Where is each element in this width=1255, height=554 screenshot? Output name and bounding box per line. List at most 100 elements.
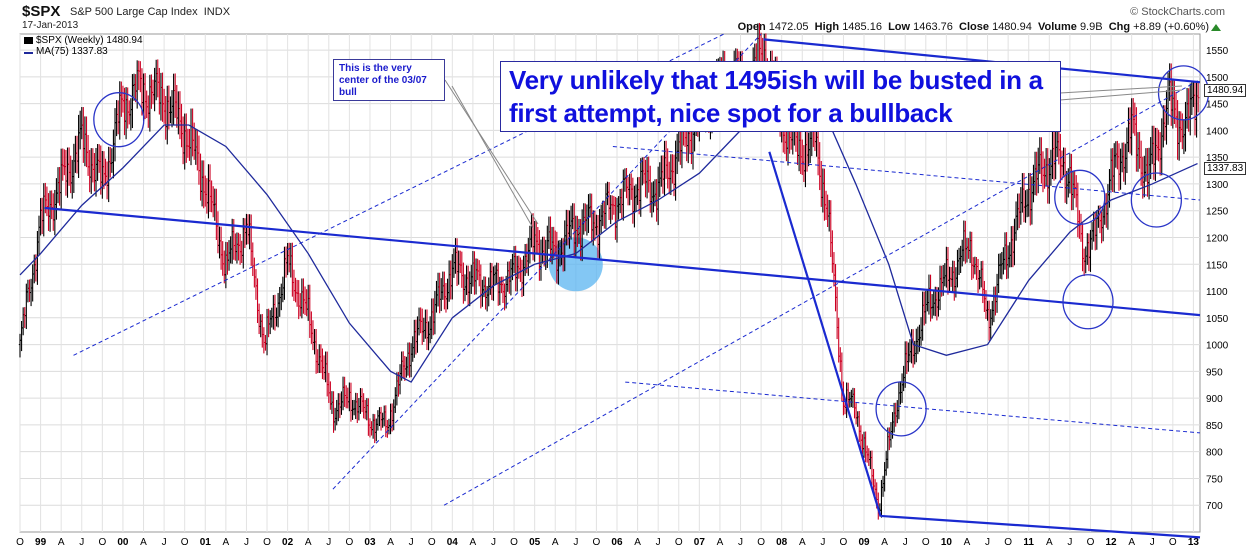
ma-price-tag: 1337.83 <box>1204 162 1247 175</box>
x-tick-label: J <box>409 537 414 548</box>
legend-price-text: $SPX (Weekly) 1480.94 <box>36 35 143 46</box>
x-tick-label: J <box>903 537 908 548</box>
x-tick-label: J <box>491 537 496 548</box>
x-tick-label: O <box>428 537 436 548</box>
x-tick-label: A <box>552 537 559 548</box>
y-tick-label: 1500 <box>1206 73 1229 84</box>
x-tick-label: 07 <box>694 537 706 548</box>
x-tick-label: J <box>1150 537 1155 548</box>
x-tick-label: J <box>326 537 331 548</box>
x-tick-label: 06 <box>611 537 623 548</box>
center-annotation: This is the very center of the 03/07 bul… <box>333 59 445 101</box>
y-tick-label: 1450 <box>1206 100 1229 111</box>
x-tick-label: A <box>58 537 65 548</box>
close-value: 1480.94 <box>992 21 1032 33</box>
symbol: $SPX <box>22 3 61 20</box>
channel-line <box>625 381 1201 434</box>
main-callout-pointer <box>1059 85 1183 94</box>
x-tick-label: 99 <box>35 537 47 548</box>
ohlc-readout: Open 1472.05 High 1485.16 Low 1463.76 Cl… <box>738 21 1209 33</box>
main-annotation: Very unlikely that 1495ish will be buste… <box>500 61 1061 132</box>
y-tick-label: 1050 <box>1206 314 1229 325</box>
low-label: Low <box>888 21 911 33</box>
low-value: 1463.76 <box>913 21 953 33</box>
chg-label: Chg <box>1108 21 1131 33</box>
marker-circle <box>875 381 927 437</box>
volume-value: 9.9B <box>1079 21 1103 33</box>
x-tick-label: A <box>799 537 806 548</box>
main-callout-pointer <box>1059 89 1183 101</box>
x-tick-label: O <box>593 537 601 548</box>
marker-circle <box>1130 172 1183 228</box>
price-swatch-icon <box>24 37 33 44</box>
x-tick-label: 08 <box>776 537 788 548</box>
x-tick-label: O <box>1087 537 1095 548</box>
x-tick-label: J <box>738 537 743 548</box>
x-tick-label: J <box>244 537 249 548</box>
x-tick-label: 00 <box>117 537 129 548</box>
ma-swatch-icon <box>24 51 33 54</box>
x-tick-label: A <box>1046 537 1053 548</box>
x-tick-label: 11 <box>1023 537 1034 548</box>
x-tick-label: O <box>510 537 518 548</box>
close-label: Close <box>959 21 989 33</box>
last-price-tag: 1480.94 <box>1204 84 1247 97</box>
y-tick-label: 1250 <box>1206 207 1229 218</box>
chart-header: $SPX S&P 500 Large Cap Index INDX 17-Jan… <box>0 0 1255 34</box>
x-tick-label: J <box>985 537 990 548</box>
y-tick-label: 1200 <box>1206 233 1229 244</box>
x-tick-label: A <box>881 537 888 548</box>
y-tick-label: 1100 <box>1206 287 1228 298</box>
x-tick-label: 09 <box>858 537 870 548</box>
y-tick-label: 750 <box>1206 474 1223 485</box>
x-tick-label: J <box>79 537 84 548</box>
x-tick-label: J <box>573 537 578 548</box>
legend-item-price: $SPX (Weekly) 1480.94 <box>24 35 143 46</box>
y-tick-label: 1550 <box>1206 46 1229 57</box>
y-tick-label: 1300 <box>1206 180 1229 191</box>
index-name: S&P 500 Large Cap Index INDX <box>70 6 230 18</box>
y-tick-label: 800 <box>1206 448 1223 459</box>
x-tick-label: 12 <box>1106 537 1118 548</box>
y-tick-label: 700 <box>1206 501 1223 512</box>
x-tick-label: A <box>1128 537 1135 548</box>
x-tick-label: A <box>140 537 147 548</box>
index-title: S&P 500 Large Cap Index <box>70 6 198 18</box>
x-tick-label: J <box>162 537 167 548</box>
x-tick-label: A <box>223 537 230 548</box>
high-value: 1485.16 <box>842 21 882 33</box>
trend-line <box>768 151 882 517</box>
marker-circle <box>1054 169 1106 225</box>
legend-ma-text: MA(75) 1337.83 <box>36 46 108 57</box>
trend-line <box>44 206 1201 317</box>
x-tick-label: 03 <box>364 537 376 548</box>
x-tick-label: 10 <box>941 537 953 548</box>
x-tick-label: 01 <box>200 537 212 548</box>
x-tick-label: J <box>820 537 825 548</box>
x-tick-label: O <box>840 537 848 548</box>
y-tick-label: 1000 <box>1206 341 1229 352</box>
x-tick-label: A <box>470 537 477 548</box>
up-arrow-icon <box>1211 24 1221 31</box>
y-tick-label: 850 <box>1206 421 1223 432</box>
x-tick-label: O <box>345 537 353 548</box>
marker-circle <box>93 92 145 148</box>
y-tick-label: 1400 <box>1206 126 1229 137</box>
x-tick-label: O <box>263 537 271 548</box>
x-tick-label: A <box>964 537 971 548</box>
highlight-zone <box>548 237 603 292</box>
x-tick-label: O <box>757 537 765 548</box>
open-value: 1472.05 <box>768 21 809 33</box>
y-tick-label: 1150 <box>1206 260 1228 271</box>
x-tick-label: 13 <box>1188 537 1200 548</box>
chart-date: 17-Jan-2013 <box>22 20 79 31</box>
center-callout-pointer <box>451 85 534 229</box>
x-tick-label: O <box>1169 537 1177 548</box>
ma-line <box>19 92 1198 383</box>
exchange: INDX <box>203 6 231 18</box>
x-tick-label: O <box>675 537 683 548</box>
brand-credit: © StockCharts.com <box>1130 6 1225 18</box>
channel-line <box>443 79 1201 506</box>
x-tick-label: O <box>1004 537 1012 548</box>
volume-label: Volume <box>1037 21 1077 33</box>
